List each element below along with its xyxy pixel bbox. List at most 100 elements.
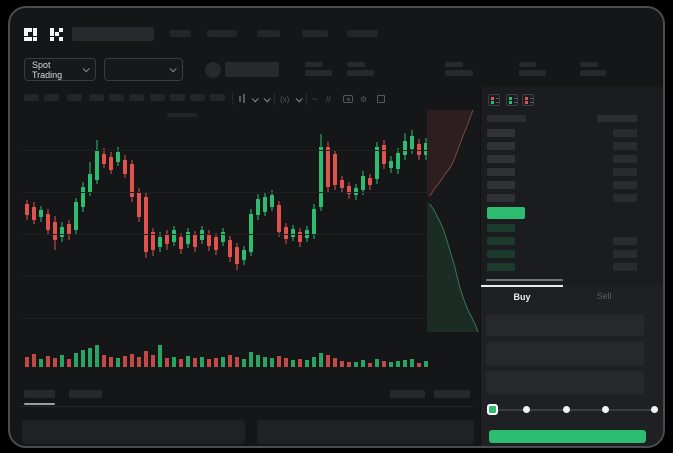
timeframe-button-10[interactable] (210, 94, 225, 101)
chevron-down-icon[interactable] (263, 93, 271, 105)
ask-price-1[interactable] (487, 129, 515, 137)
fullscreen-icon[interactable] (377, 93, 385, 105)
stat-value-placeholder-1 (305, 70, 332, 76)
timeframe-button-8[interactable] (170, 94, 185, 101)
ask-price-3[interactable] (487, 155, 515, 163)
candles-icon[interactable] (238, 93, 247, 105)
book-bids-icon[interactable] (506, 94, 518, 106)
timeframe-button-6[interactable] (129, 94, 144, 101)
candles-svg (25, 130, 428, 270)
chevron-down-icon (82, 65, 90, 73)
ask-amount-2 (613, 142, 637, 150)
orderbook-scrollbar[interactable] (486, 279, 563, 281)
bid-price-4[interactable] (487, 263, 515, 271)
timeframe-button-1[interactable] (24, 94, 39, 101)
stat-label-placeholder-3 (445, 62, 463, 67)
toolbar-separator (274, 93, 275, 105)
chart-gridline (22, 150, 480, 151)
tab-buy-label: Buy (513, 292, 531, 302)
amount-column-header (597, 115, 637, 122)
book-all-icon[interactable] (488, 94, 500, 106)
ask-amount-6 (613, 194, 637, 202)
search-bar-placeholder[interactable] (72, 27, 154, 41)
bottom-tab-2[interactable] (69, 390, 102, 398)
chart-gridline (22, 318, 480, 319)
slider-stop-2[interactable] (563, 406, 570, 413)
depth-bids-area (427, 202, 478, 332)
order-input-2[interactable] (486, 342, 644, 366)
bid-amount-3 (613, 250, 637, 258)
bid-price-1[interactable] (487, 224, 515, 232)
trade-form-background (481, 285, 663, 446)
chart-gridline (22, 276, 480, 277)
bottom-panel-1 (22, 420, 245, 444)
timeframe-button-3[interactable] (67, 94, 82, 101)
coin-icon (205, 62, 221, 78)
slider-stop-1[interactable] (523, 406, 530, 413)
depth-asks-area (427, 110, 473, 198)
app-window: Spot Trading Buy Sell (x) ~ // ⚙ (8, 6, 665, 448)
chevron-down-icon[interactable] (295, 93, 303, 105)
chart-gridline (22, 234, 480, 235)
bottom-tab-1[interactable] (24, 390, 55, 398)
bid-amount-4 (613, 263, 637, 271)
amount-slider-handle[interactable] (487, 404, 498, 415)
bid-price-3[interactable] (487, 250, 515, 258)
chart-gridline (22, 192, 480, 193)
ask-price-6[interactable] (487, 194, 515, 202)
market-type-selector[interactable]: Spot Trading (24, 58, 96, 81)
nav-item-placeholder-1[interactable] (170, 30, 191, 37)
stat-label-placeholder-4 (519, 62, 536, 67)
diagonal-lines-icon[interactable]: // (326, 94, 331, 104)
camera-icon[interactable] (343, 93, 353, 105)
amount-slider-track[interactable] (492, 409, 658, 411)
slider-stop-3[interactable] (602, 406, 609, 413)
ask-price-2[interactable] (487, 142, 515, 150)
timeframe-button-5[interactable] (109, 94, 124, 101)
last-price-badge[interactable] (487, 207, 525, 219)
stat-value-placeholder-4 (519, 70, 546, 76)
chevron-down-icon[interactable] (251, 93, 259, 105)
candlestick-chart[interactable] (22, 110, 480, 332)
depth-svg (427, 109, 479, 333)
bid-price-2[interactable] (487, 237, 515, 245)
order-input-3[interactable] (486, 371, 644, 394)
nav-item-placeholder-4[interactable] (302, 30, 328, 37)
depth-asks-line (429, 109, 474, 197)
depth-chart[interactable] (427, 109, 480, 333)
depth-bids-line (429, 203, 479, 333)
nav-item-placeholder-2[interactable] (207, 30, 237, 37)
bid-amount-2 (613, 237, 637, 245)
bottom-action-placeholder-1[interactable] (390, 390, 425, 398)
pair-selector[interactable] (104, 58, 183, 81)
wave-icon[interactable]: ~ (312, 94, 317, 104)
bottom-action-placeholder-2[interactable] (434, 390, 470, 398)
nav-item-placeholder-5[interactable] (347, 30, 378, 37)
stat-label-placeholder-2 (347, 62, 365, 67)
tab-buy[interactable]: Buy (481, 285, 563, 307)
slider-stop-4[interactable] (651, 406, 658, 413)
stat-label-placeholder-5 (580, 62, 598, 67)
ask-amount-1 (613, 129, 637, 137)
timeframe-button-7[interactable] (150, 94, 165, 101)
gear-icon[interactable]: ⚙ (360, 94, 368, 104)
ask-price-4[interactable] (487, 168, 515, 176)
stat-value-placeholder-2 (347, 70, 374, 76)
nav-item-placeholder-3[interactable] (257, 30, 280, 37)
timeframe-button-9[interactable] (190, 94, 205, 101)
timeframe-button-2[interactable] (44, 94, 59, 101)
tab-sell[interactable]: Sell (563, 285, 645, 307)
ohlc-info-placeholder (167, 113, 197, 117)
bottom-panel-2 (257, 420, 474, 444)
ask-amount-4 (613, 168, 637, 176)
buy-submit-button[interactable] (489, 430, 646, 443)
book-asks-icon[interactable] (522, 94, 534, 106)
function-icon[interactable]: (x) (280, 94, 290, 104)
bottom-divider (19, 406, 473, 407)
tab-sell-label: Sell (596, 291, 612, 301)
ask-price-5[interactable] (487, 181, 515, 189)
order-input-1[interactable] (486, 314, 644, 336)
toolbar-separator (306, 93, 307, 105)
okx-logo[interactable] (24, 28, 90, 41)
timeframe-button-4[interactable] (89, 94, 104, 101)
